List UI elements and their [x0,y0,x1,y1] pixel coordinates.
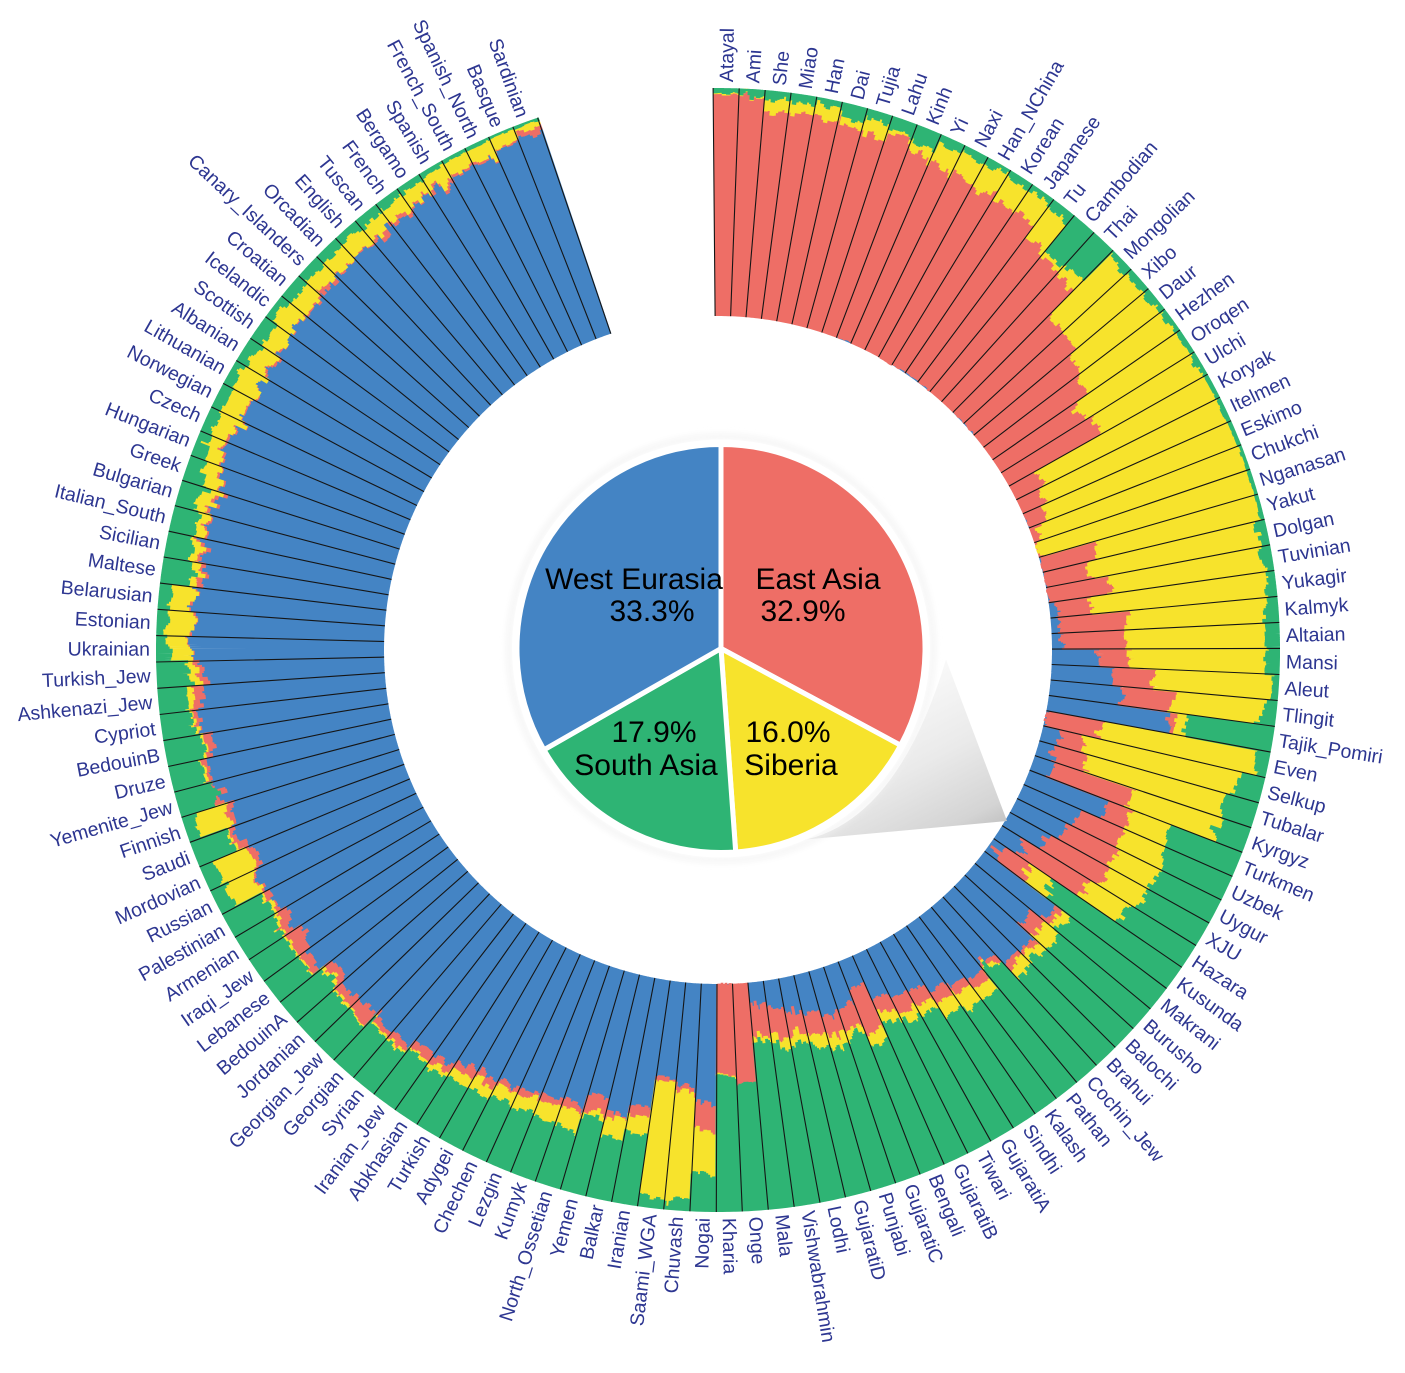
svg-text:Onge: Onge [744,1216,769,1265]
svg-text:Atayal: Atayal [716,28,739,83]
svg-text:Ukrainian: Ukrainian [68,638,150,660]
svg-text:South Asia: South Asia [574,749,718,782]
svg-text:Aleut: Aleut [1284,678,1330,703]
svg-text:West Eurasia: West Eurasia [545,563,723,596]
svg-text:Mala: Mala [770,1213,797,1258]
svg-text:Kalmyk: Kalmyk [1284,594,1350,621]
svg-text:Siberia: Siberia [744,749,838,782]
svg-text:32.9%: 32.9% [760,595,845,628]
svg-text:33.3%: 33.3% [609,595,694,628]
svg-text:Estonian: Estonian [74,608,151,634]
svg-text:East Asia: East Asia [755,563,880,596]
svg-text:Kharia: Kharia [718,1218,741,1275]
svg-text:Mansi: Mansi [1286,651,1338,674]
svg-text:She: She [769,50,795,87]
svg-text:Nogai: Nogai [691,1218,714,1270]
svg-text:16.0%: 16.0% [745,716,830,749]
svg-text:Altaian: Altaian [1286,623,1346,647]
svg-text:Turkish_Jew: Turkish_Jew [42,665,153,692]
svg-text:Ami: Ami [742,49,766,84]
svg-text:17.9%: 17.9% [611,716,696,749]
